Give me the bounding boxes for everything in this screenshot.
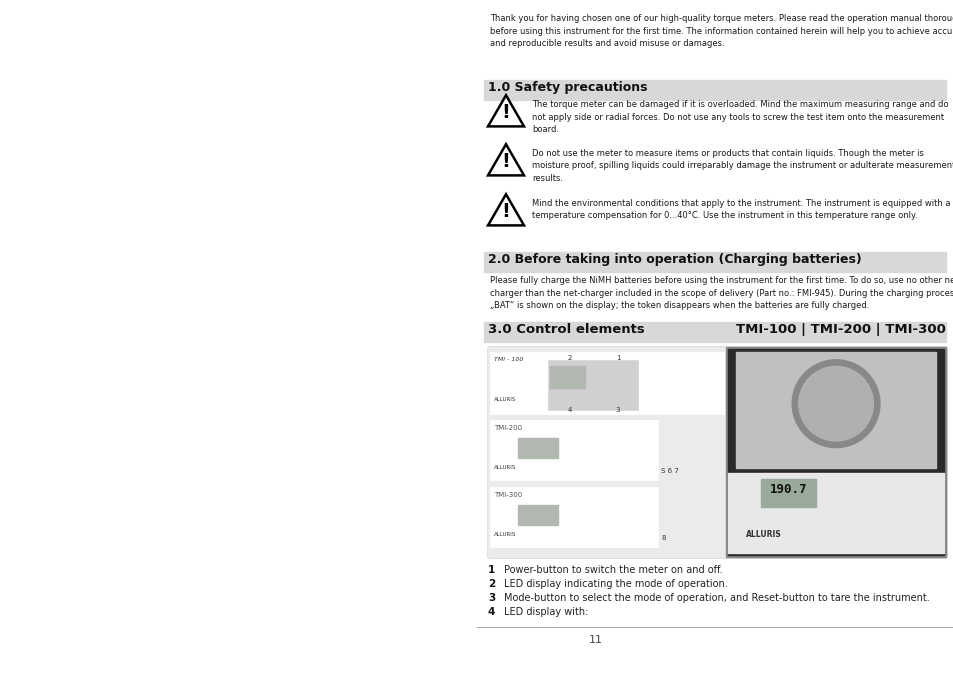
Text: ALLURIS: ALLURIS [494, 397, 516, 402]
Text: 1.0 Safety precautions: 1.0 Safety precautions [488, 81, 647, 94]
Circle shape [791, 360, 879, 448]
Text: TMI-200: TMI-200 [494, 425, 521, 431]
Text: TMI-100 | TMI-200 | TMI-300: TMI-100 | TMI-200 | TMI-300 [736, 323, 945, 336]
Text: 4: 4 [488, 607, 495, 617]
Text: Mode-button to select the mode of operation, and Reset-button to tare the instru: Mode-button to select the mode of operat… [503, 593, 929, 603]
Bar [727, 473, 943, 553]
Bar [490, 420, 658, 480]
Text: Please fully charge the NiMH batteries before using the instrument for the first: Please fully charge the NiMH batteries b… [490, 276, 953, 310]
Text: 1: 1 [488, 565, 495, 575]
Text: 4: 4 [567, 407, 572, 413]
Bar [483, 322, 945, 342]
Text: 8: 8 [660, 535, 665, 541]
Bar [0, 0, 476, 675]
Text: TMI-300: TMI-300 [494, 492, 521, 498]
Text: !: ! [501, 103, 510, 122]
Bar [725, 347, 945, 557]
Bar [488, 347, 725, 557]
Polygon shape [488, 144, 523, 176]
Bar [483, 252, 945, 272]
Text: 2: 2 [567, 355, 572, 361]
Text: 2: 2 [488, 579, 495, 589]
Text: The torque meter can be damaged if it is overloaded. Mind the maximum measuring : The torque meter can be damaged if it is… [532, 100, 947, 134]
Text: !: ! [501, 153, 510, 171]
Bar [517, 505, 558, 525]
Text: Thank you for having chosen one of our high-quality torque meters. Please read t: Thank you for having chosen one of our h… [490, 14, 953, 48]
Text: 11: 11 [589, 635, 602, 645]
Bar [517, 438, 558, 458]
Polygon shape [488, 95, 523, 126]
Text: !: ! [501, 202, 510, 221]
Bar [760, 479, 816, 508]
Text: 2.0 Before taking into operation (Charging batteries): 2.0 Before taking into operation (Chargi… [488, 253, 861, 266]
Bar [476, 0, 953, 675]
Circle shape [798, 367, 872, 441]
Text: 3.0 Control elements: 3.0 Control elements [488, 323, 644, 336]
Text: S 6 7: S 6 7 [660, 468, 679, 474]
Text: 190.7: 190.7 [769, 483, 806, 496]
Text: Power-button to switch the meter on and off.: Power-button to switch the meter on and … [503, 565, 721, 575]
Bar [490, 352, 723, 414]
Text: 3: 3 [488, 593, 495, 603]
Bar [547, 360, 638, 410]
Bar [736, 352, 935, 468]
Bar [550, 366, 584, 388]
Bar [490, 487, 658, 547]
Polygon shape [488, 194, 523, 225]
Text: ALLURIS: ALLURIS [494, 465, 516, 470]
Text: TMI - 100: TMI - 100 [494, 357, 523, 362]
Text: LED display indicating the mode of operation.: LED display indicating the mode of opera… [503, 579, 727, 589]
Text: Do not use the meter to measure items or products that contain liquids. Though t: Do not use the meter to measure items or… [532, 149, 953, 183]
Bar [483, 80, 945, 100]
Bar [488, 347, 945, 557]
Text: 3: 3 [615, 407, 619, 413]
Bar [727, 349, 943, 555]
Text: ALLURIS: ALLURIS [745, 530, 781, 539]
Text: Mind the environmental conditions that apply to the instrument. The instrument i: Mind the environmental conditions that a… [532, 199, 949, 221]
Text: LED display with:: LED display with: [503, 607, 588, 617]
Text: 1: 1 [615, 355, 619, 361]
Text: ALLURIS: ALLURIS [494, 532, 516, 537]
